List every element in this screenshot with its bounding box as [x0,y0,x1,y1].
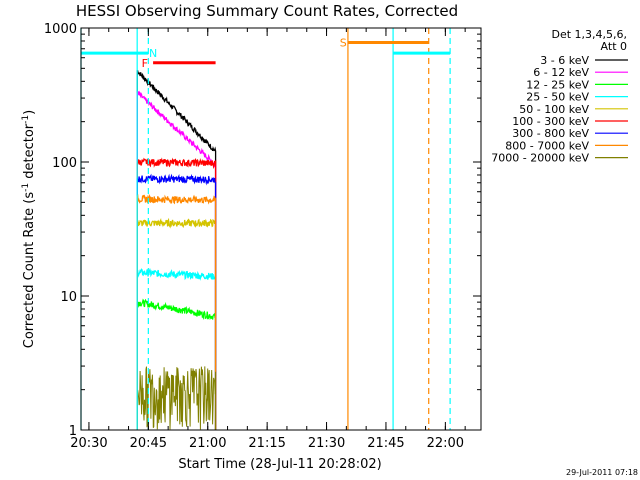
legend-label-8: 7000 - 20000 keV [491,152,589,165]
timestamp: 29-Jul-2011 07:18 [566,468,638,477]
y-tick-label-3: 1000 [44,22,77,37]
chart-title: HESSI Observing Summary Count Rates, Cor… [76,2,458,20]
y-tick-label-2: 100 [52,156,77,171]
legend-header-line1: Det 1,3,4,5,6, [551,28,627,41]
series-line-0 [136,70,217,431]
x-tick-label-4: 21:30 [308,436,345,451]
x-tick-label-0: 20:30 [70,436,107,451]
legend-label-3: 25 - 50 keV [526,91,589,104]
legend-label-0: 3 - 6 keV [540,54,589,67]
series-line-2 [136,298,217,431]
x-tick-label-5: 21:45 [367,436,404,451]
series-line-8 [136,366,217,431]
flag-label-2: S [340,36,347,49]
x-axis: 20:30 20:45 21:00 21:15 21:30 21:45 22:00 [70,28,466,451]
flag-label-0: N [149,47,157,60]
legend-header-line2: Att 0 [601,40,627,53]
series-line-6 [136,173,217,431]
legend-label-1: 6 - 12 keV [533,66,589,79]
y-tick-label-1: 10 [60,290,77,305]
x-tick-label-6: 22:00 [427,436,464,451]
legend-label-4: 50 - 100 keV [519,103,589,116]
y-tick-label-0: 1 [69,424,77,439]
series-line-5 [136,157,217,431]
x-tick-label-1: 20:45 [130,436,167,451]
y-axis-title: Corrected Count Rate (s-1 detector-1) [21,110,37,348]
plot-frame [80,27,482,431]
y-axis: 1 10 100 1000 [44,22,481,439]
flag-label-1: F [142,57,148,70]
overlay-group: NF S [80,28,451,430]
series-line-1 [136,90,217,431]
legend-label-6: 300 - 800 keV [512,127,589,140]
legend-label-5: 100 - 300 keV [512,115,589,128]
legend-label-2: 12 - 25 keV [526,78,589,91]
series-line-4 [136,217,217,431]
x-axis-title: Start Time (28-Jul-11 20:28:02) [178,457,381,472]
legend-label-7: 800 - 7000 keV [505,139,589,152]
series-line-3 [136,267,217,431]
x-tick-label-2: 21:00 [189,436,226,451]
series-group [136,70,217,431]
x-tick-label-3: 21:15 [248,436,285,451]
series-line-7 [136,193,217,431]
